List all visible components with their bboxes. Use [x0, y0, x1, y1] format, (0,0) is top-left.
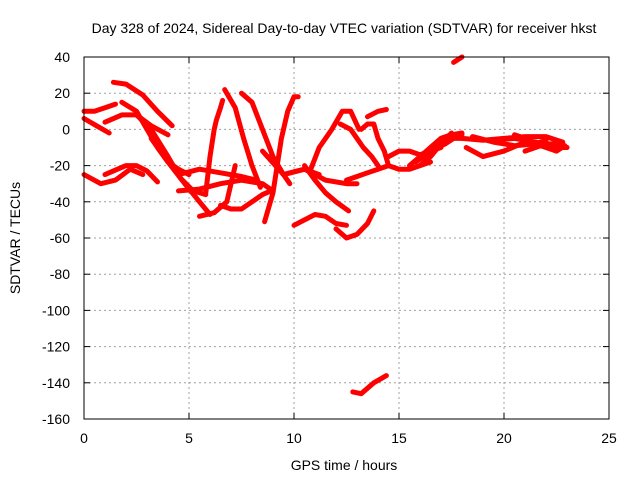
- series-arc02: [102, 163, 160, 185]
- series-arc14: [218, 188, 274, 212]
- series-arc23: [333, 208, 377, 241]
- y-tick-label: -20: [50, 158, 70, 174]
- x-tick-label: 5: [185, 430, 193, 446]
- series-arc15: [222, 87, 263, 190]
- x-tick-label: 15: [391, 430, 407, 446]
- y-tick-label: -80: [50, 266, 70, 282]
- y-tick-label: -140: [42, 375, 70, 391]
- series-arc19: [260, 148, 360, 187]
- series-arc04: [81, 116, 112, 136]
- x-tick-label: 10: [286, 430, 302, 446]
- series-arc24: [337, 121, 381, 169]
- x-axis-label: GPS time / hours: [291, 457, 398, 473]
- series-arc17: [262, 94, 301, 225]
- y-tick-label: -40: [50, 194, 70, 210]
- y-tick-label: -60: [50, 230, 70, 246]
- series-arc21: [308, 108, 362, 172]
- series-arc09: [148, 135, 213, 217]
- y-tick-label: 40: [54, 49, 70, 65]
- series-arc27: [365, 107, 389, 120]
- series-arc25: [344, 163, 391, 183]
- y-tick-label: 0: [62, 121, 70, 137]
- y-tick-label: 20: [54, 85, 70, 101]
- series-arc13: [203, 97, 226, 196]
- x-tick-label: 25: [601, 430, 617, 446]
- series-arc10: [176, 166, 259, 183]
- y-axis-label: SDTVAR / TECUs: [7, 182, 23, 294]
- axis-ticks: 0 5 10 15 20 25 -160 -140 -120 -100 -80 -60 -40 -20 0 2…: [42, 49, 617, 446]
- series-arc29: [451, 54, 465, 65]
- x-tick-label: 0: [80, 430, 88, 446]
- series-arc35: [428, 132, 465, 150]
- x-tick-label: 20: [496, 430, 512, 446]
- grid-lines: [84, 57, 609, 419]
- y-tick-label: -160: [42, 411, 70, 427]
- series-arc28: [350, 373, 389, 397]
- series-arc22: [302, 163, 352, 214]
- series-arc26: [358, 121, 391, 169]
- chart-title: Day 328 of 2024, Sidereal Day-to-day VTE…: [92, 20, 597, 36]
- y-tick-label: -100: [42, 302, 70, 318]
- series-arc03: [81, 101, 118, 114]
- y-tick-label: -120: [42, 339, 70, 355]
- series-arc20: [291, 212, 349, 228]
- series-arc41: [522, 141, 570, 154]
- series-arc12: [197, 163, 238, 219]
- data-series: [81, 54, 570, 397]
- series-arc01: [81, 166, 146, 187]
- series-arc06: [110, 79, 175, 129]
